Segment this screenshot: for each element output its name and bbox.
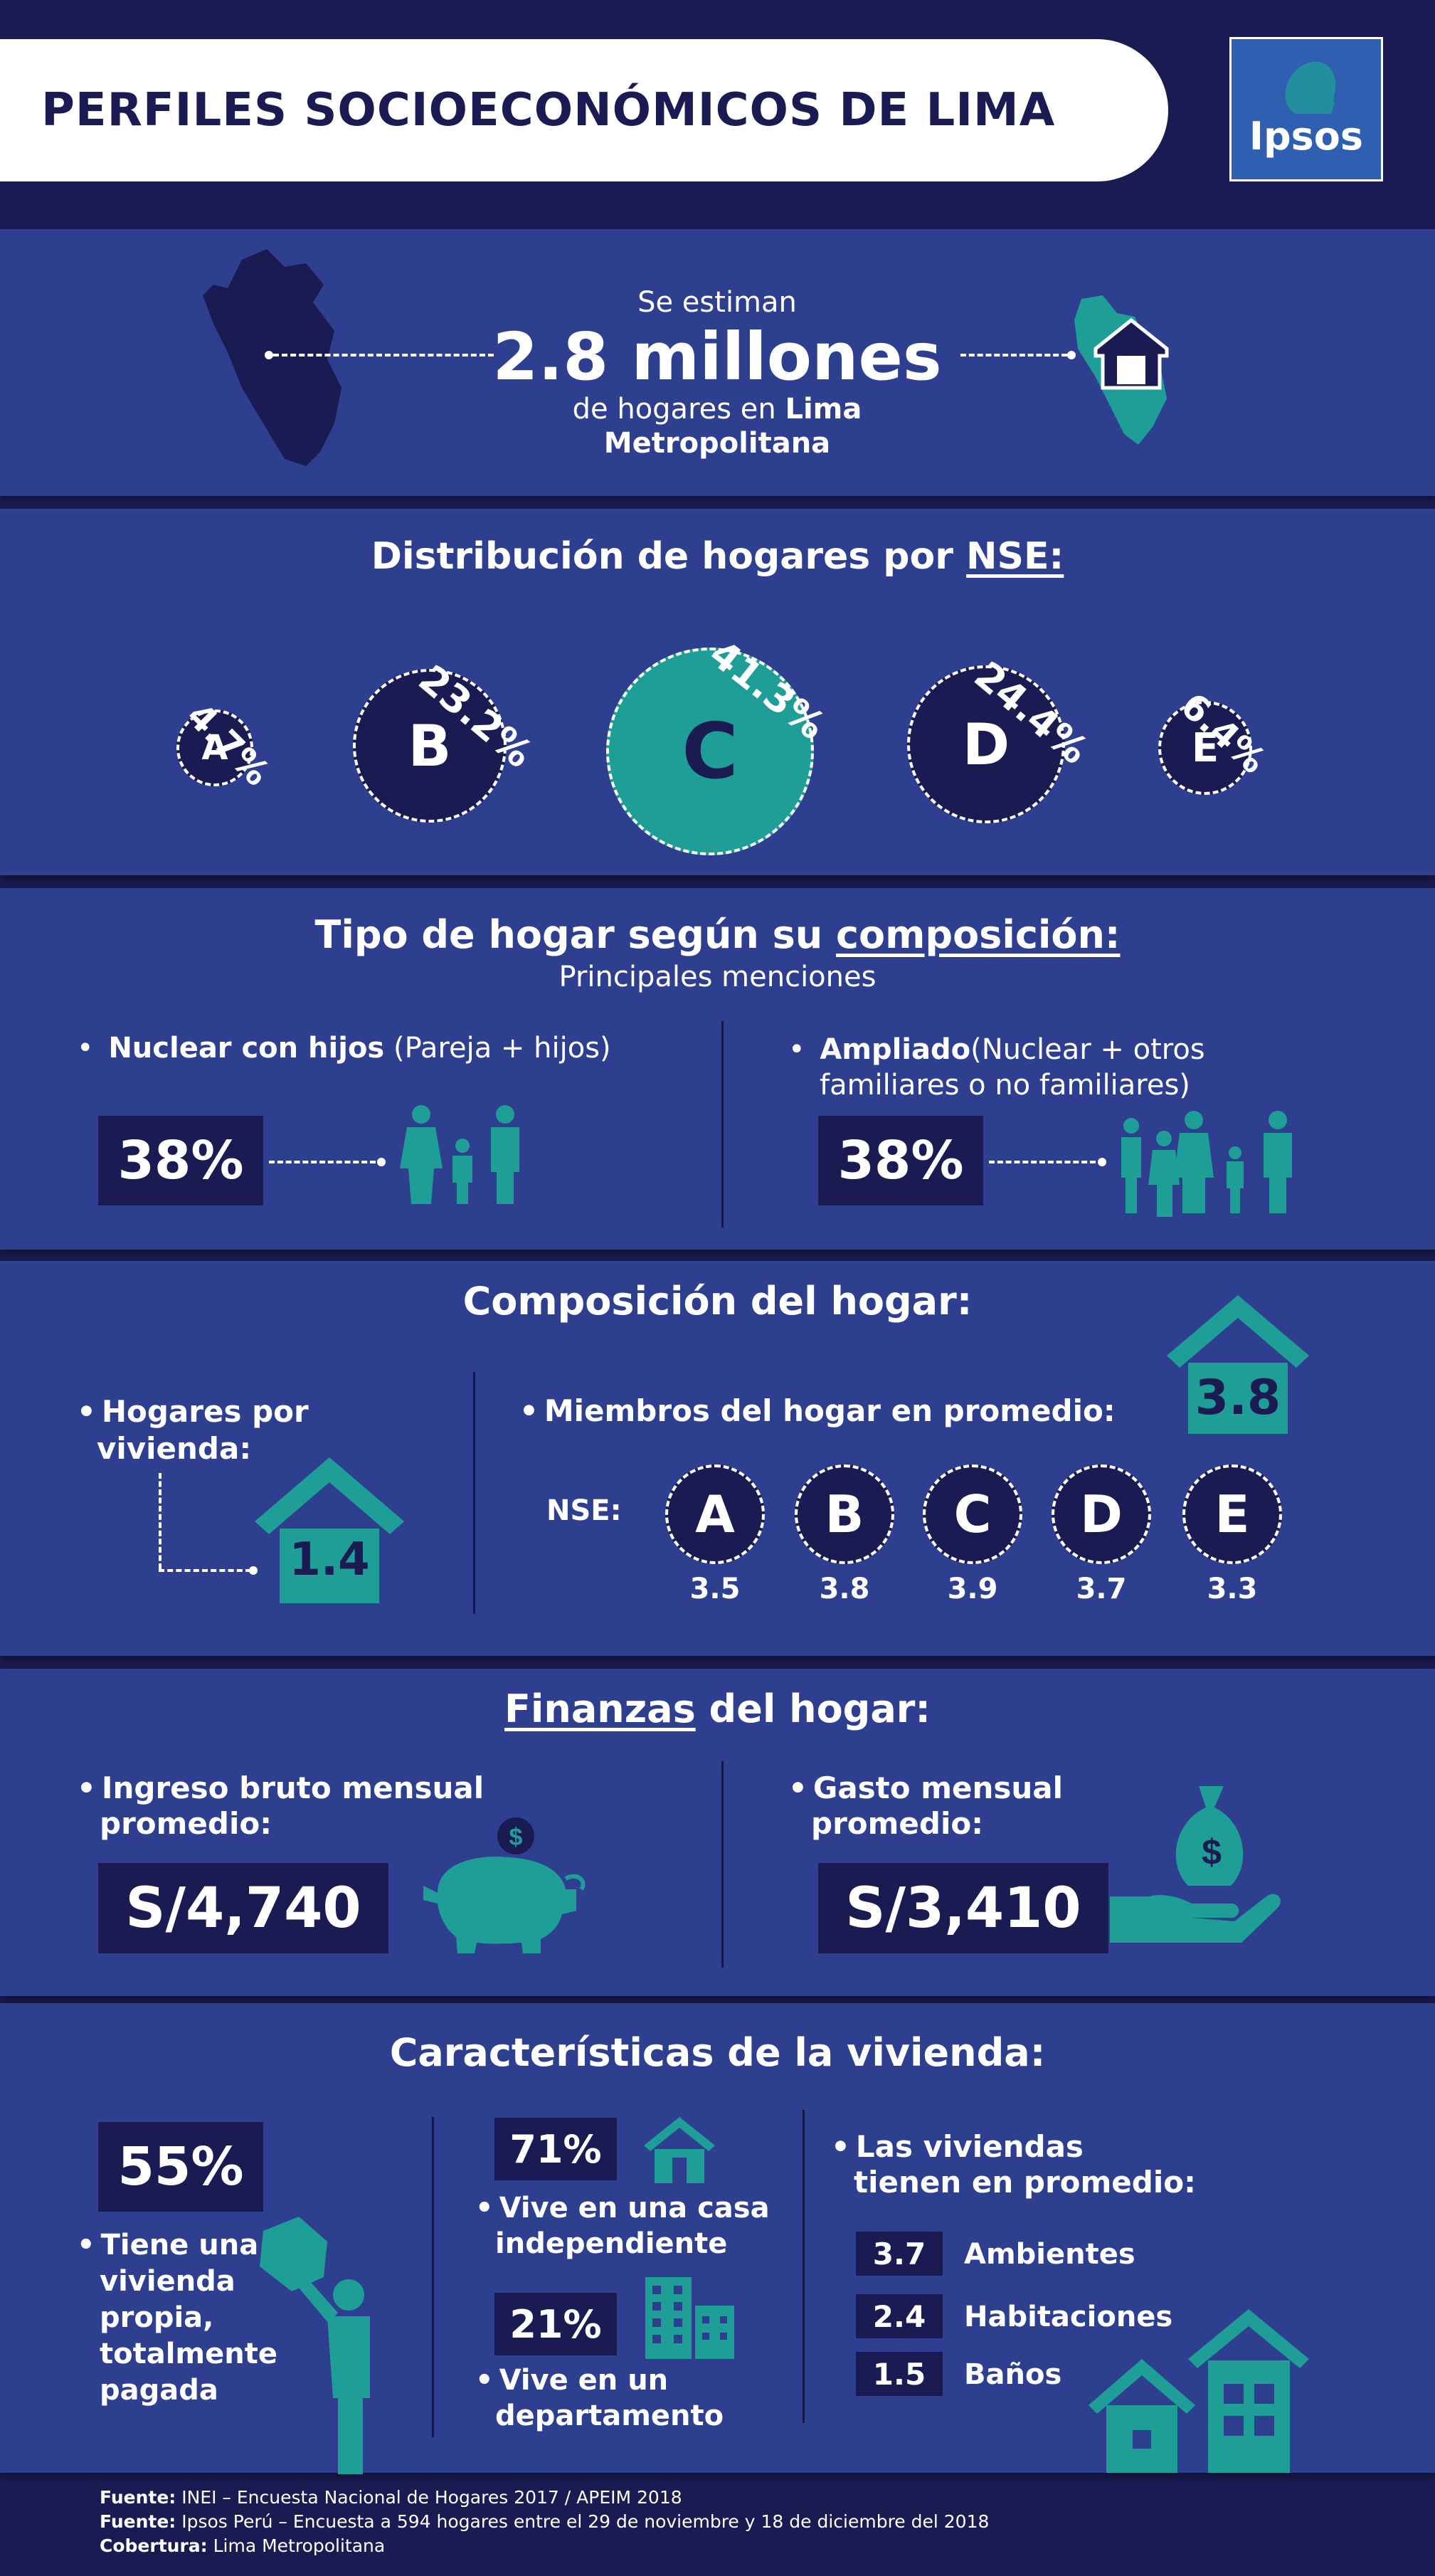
- banos-value: 1.5: [856, 2352, 943, 2396]
- footer-source-1: Fuente: INEI – Encuesta Nacional de Hoga…: [100, 2487, 682, 2508]
- ambientes-value: 3.7: [856, 2232, 943, 2276]
- propia-label: Tiene una vivienda propia, totalmente pa…: [77, 2227, 277, 2409]
- piggy-bank-icon: $: [423, 1817, 586, 1953]
- intro-line1: Se estiman: [637, 286, 797, 319]
- composicion-title: Composición del hogar:: [462, 1279, 973, 1324]
- ambientes-label: Ambientes: [964, 2238, 1135, 2271]
- hogares-por-vivienda-label: Hogares por vivienda:: [77, 1393, 309, 1467]
- gasto-value: S/3,410: [818, 1863, 1108, 1953]
- footer-coverage: Cobertura: Lima Metropolitana: [100, 2535, 386, 2556]
- header-bar: [0, 39, 1168, 181]
- ipsos-logo: Ipsos: [1229, 37, 1383, 181]
- tipo-title: Tipo de hogar según su composición:: [314, 912, 1121, 957]
- piggy-dollar-symbol: $: [509, 1824, 523, 1851]
- person-with-house-icon: [260, 2217, 370, 2474]
- lima-map-icon: [1074, 295, 1169, 445]
- vivienda-title: Características de la vivienda:: [389, 2030, 1046, 2075]
- tipo-subtitle: Principales menciones: [558, 961, 877, 993]
- ipsos-logo-text: Ipsos: [1249, 114, 1364, 159]
- intro-line4: Metropolitana: [603, 427, 831, 460]
- nse-member-value-b: 3.8: [819, 1573, 870, 1605]
- footer: Fuente: INEI – Encuesta Nacional de Hoga…: [100, 2486, 989, 2558]
- footer-source-2: Fuente: Ipsos Perú – Encuesta a 594 hoga…: [100, 2511, 990, 2532]
- intro-line3: de hogares en Lima: [572, 393, 862, 426]
- nuclear-label: Nuclear con hijos (Pareja + hijos): [77, 1032, 610, 1065]
- promedio-label: Las viviendas tienen en promedio:: [831, 2129, 1196, 2200]
- houses-icon: [1089, 2309, 1309, 2473]
- money-bag-hand-icon: $: [1110, 1786, 1281, 1943]
- depto-label: Vive en un departamento: [475, 2363, 724, 2434]
- nuclear-family-icon: [400, 1105, 519, 1204]
- finanzas-title: Finanzas del hogar:: [504, 1686, 931, 1731]
- composicion-panel: [0, 1261, 1435, 1656]
- intro-big-value: 2.8 millones: [492, 319, 942, 395]
- vivienda-panel: [0, 2003, 1435, 2473]
- casa-label: Vive en una casa independiente: [475, 2190, 770, 2261]
- nse-c-circle: C: [606, 648, 814, 855]
- house-icon: [255, 1457, 404, 1603]
- composicion-nse-label: NSE:: [546, 1494, 622, 1527]
- gasto-label: Gasto mensual promedio:: [788, 1770, 1063, 1842]
- nse-member-value-a: 3.5: [689, 1573, 741, 1605]
- nse-member-value-c: 3.9: [947, 1573, 998, 1605]
- ipsos-head-icon: [1285, 61, 1336, 114]
- ingreso-value: S/4,740: [98, 1863, 388, 1953]
- ingreso-label: Ingreso bruto mensual promedio:: [77, 1770, 484, 1842]
- independent-house-icon: [644, 2117, 715, 2183]
- house-members-icon: [1167, 1295, 1309, 1434]
- apartment-building-icon: [645, 2277, 734, 2359]
- habitaciones-label: Habitaciones: [964, 2301, 1173, 2333]
- nse-b-circle: B: [353, 669, 507, 823]
- banos-label: Baños: [964, 2358, 1062, 2391]
- ampliado-label: Ampliado(Nuclear + otros familiares o no…: [788, 1032, 1205, 1103]
- habitaciones-value: 2.4: [856, 2294, 943, 2338]
- nse-member-value-d: 3.7: [1076, 1573, 1127, 1605]
- extended-family-icon: [1121, 1111, 1292, 1217]
- nuclear-value: 38%: [98, 1116, 263, 1205]
- ampliado-value: 38%: [818, 1116, 983, 1205]
- depto-value: 21%: [494, 2293, 617, 2355]
- nse-member-circle-d: D: [1052, 1464, 1151, 1564]
- nse-member-circle-e: E: [1182, 1464, 1282, 1564]
- nse-e-circle: E: [1158, 701, 1252, 795]
- nse-member-circle-c: C: [923, 1464, 1022, 1564]
- nse-d-circle: D: [907, 665, 1065, 823]
- nse-a-circle: A: [176, 709, 253, 786]
- peru-map-icon: [203, 249, 341, 466]
- propia-value: 55%: [98, 2122, 263, 2212]
- casa-value: 71%: [494, 2118, 617, 2180]
- page-title: PERFILES SOCIOECONÓMICOS DE LIMA: [41, 84, 1056, 137]
- nse-member-circle-b: B: [795, 1464, 894, 1564]
- hogares-por-vivienda-value: 1.4: [289, 1534, 370, 1586]
- nse-member-circle-a: A: [665, 1464, 765, 1564]
- miembros-value: 3.8: [1195, 1370, 1281, 1426]
- nse-dist-title: Distribución de hogares por NSE:: [371, 535, 1064, 578]
- miembros-label: Miembros del hogar en promedio:: [519, 1393, 1116, 1428]
- nse-member-value-e: 3.3: [1207, 1573, 1258, 1605]
- money-bag-dollar-symbol: $: [1202, 1832, 1222, 1872]
